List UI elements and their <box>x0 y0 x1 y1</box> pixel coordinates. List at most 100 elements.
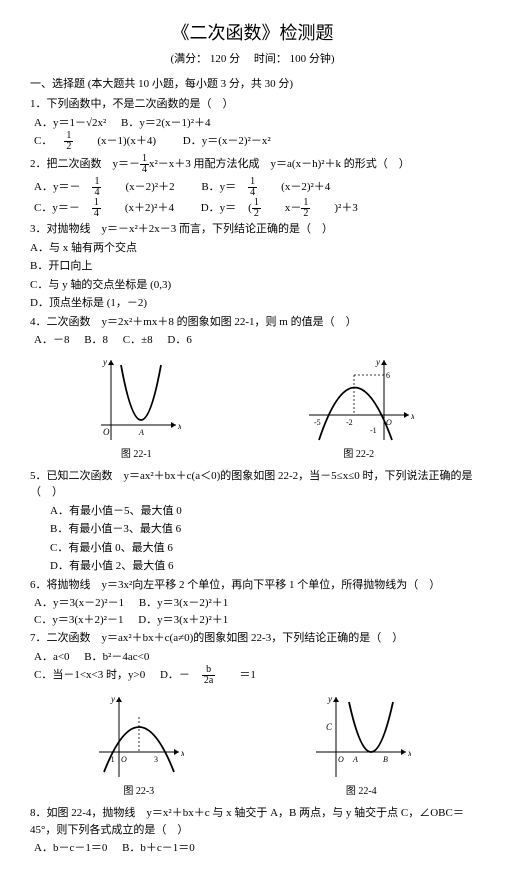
fd: 2a <box>202 676 215 686</box>
fig2-label: 图 22-2 <box>304 447 414 462</box>
q2-opt-b: B．y＝14(x－2)²＋4 <box>201 181 342 193</box>
question-5: 5．已知二次函数 y＝ax²＋bx＋c(a＜0)的图象如图 22-2，当－5≤x… <box>30 468 475 501</box>
svg-text:O: O <box>338 755 344 764</box>
frac-half2: 12 <box>252 198 273 219</box>
fig3-label: 图 22-3 <box>94 784 184 799</box>
q1-opt-b: B．y＝2(x－1)²＋4 <box>121 117 210 129</box>
svg-text:-1: -1 <box>108 755 115 764</box>
q1-opt-d: D．y＝(x－2)²－x² <box>183 135 271 147</box>
svg-text:y: y <box>327 694 332 704</box>
q7-opt-c: C．当－1<x<3 时，y>0 <box>34 669 145 681</box>
graph-1-svg: x y O A <box>91 355 181 445</box>
q5-opt-c: C．有最小值 0、最大值 6 <box>50 540 475 557</box>
q2b-pre: B．y＝ <box>201 181 236 193</box>
q5-opt-b: B．有最小值－3、最大值 6 <box>50 521 475 538</box>
svg-text:A: A <box>352 755 358 764</box>
q1-opt-c: C．12(x－1)(x＋4) <box>34 135 171 147</box>
subtitle: (满分： 120 分 时间： 100 分钟) <box>30 51 475 68</box>
svg-text:y: y <box>375 357 380 367</box>
question-1: 1．下列函数中，不是二次函数的是（ ） <box>30 96 475 113</box>
svg-text:O: O <box>386 418 392 427</box>
svg-text:x: x <box>407 748 411 758</box>
q2-opt-c: C．y＝－14(x＋2)²＋4 <box>34 202 189 214</box>
q3-opt-c: C．与 y 轴的交点坐标是 (0,3) <box>30 277 475 294</box>
q3-opt-d: D．顶点坐标是 (1，－2) <box>30 295 475 312</box>
svg-text:O: O <box>121 755 127 764</box>
q3-opt-b: B．开口向上 <box>30 258 475 275</box>
svg-text:6: 6 <box>386 371 390 380</box>
q8-opt-b: B．b＋c－1＝0 <box>122 842 195 854</box>
frac-quarter: 14 <box>140 154 149 175</box>
q7-options: A．a<0 B．b²－4ac<0 <box>34 649 475 666</box>
q2b-post: (x－2)²＋4 <box>281 181 330 193</box>
svg-text:C: C <box>326 722 333 732</box>
q7-opt-b: B．b²－4ac<0 <box>84 651 149 663</box>
figure-22-2: x y 6 -5 -2 O -1 图 22-2 <box>304 355 414 462</box>
svg-text:y: y <box>110 694 115 704</box>
q6-opt-b: B．y＝3(x－2)²＋1 <box>139 597 228 609</box>
q1-options-2: C．12(x－1)(x＋4) D．y＝(x－2)²－x² <box>34 131 475 152</box>
q4-opt-a: A．－8 <box>34 334 69 346</box>
q2-options-2: C．y＝－14(x＋2)²＋4 D．y＝(12x－12)²＋3 <box>34 198 475 219</box>
q2d-post: ＋3 <box>341 202 358 214</box>
q2-opt-a: A．y＝－14(x－2)²＋2 <box>34 181 189 193</box>
svg-text:-2: -2 <box>346 418 353 427</box>
svg-text:y: y <box>102 357 107 367</box>
q2c-pre: C．y＝－ <box>34 202 80 214</box>
svg-text:x: x <box>410 411 414 421</box>
q8-opt-a: A．b－c－1＝0 <box>34 842 107 854</box>
q6-opt-a: A．y＝3(x－2)²－1 <box>34 597 124 609</box>
frac-q: 14 <box>248 177 269 198</box>
frac-half: 12 <box>64 131 85 152</box>
svg-text:-1: -1 <box>370 426 377 435</box>
svg-text:-5: -5 <box>314 418 321 427</box>
frac-q: 14 <box>92 198 113 219</box>
q4-opt-c: C．±8 <box>123 334 153 346</box>
score-unit: 分 <box>229 53 240 65</box>
time: 100 <box>290 53 307 65</box>
graph-4-svg: x y C A B O <box>311 692 411 782</box>
q1c-expr: (x－1)(x＋4) <box>97 135 156 147</box>
q2-opt-d: D．y＝(12x－12)²＋3 <box>201 202 370 214</box>
q7d-pre: D．－ <box>160 669 190 681</box>
fd: 2 <box>252 209 261 219</box>
figure-22-4: x y C A B O 图 22-4 <box>311 692 411 799</box>
q1-opt-a: A．y＝1－√2x² <box>34 117 106 129</box>
question-8: 8．如图 22-4，抛物线 y＝x²＋bx＋c 与 x 轴交于 A，B 两点，与… <box>30 805 475 838</box>
q5-opt-a: A．有最小值－5、最大值 0 <box>50 503 475 520</box>
graph-3-svg: x y -1 3 O <box>94 692 184 782</box>
fig4-label: 图 22-4 <box>311 784 411 799</box>
sub-prefix: (满分： <box>170 53 207 65</box>
question-6: 6．将抛物线 y＝3x²向左平移 2 个单位，再向下平移 1 个单位，所得抛物线… <box>30 577 475 594</box>
frac-b2a: b2a <box>202 665 227 686</box>
q2-mid: x²－x＋3 用配方法化成 y＝a(x－h)²＋k 的形式（ ） <box>149 158 410 170</box>
q4-opt-d: D．6 <box>167 334 191 346</box>
q6-opt-d: D．y＝3(x＋2)²＋1 <box>138 614 228 626</box>
frac-d: 2 <box>64 142 73 152</box>
q7d-post: ＝1 <box>239 669 256 681</box>
q1-options: A．y＝1－√2x² B．y＝2(x－1)²＋4 <box>34 115 475 132</box>
q2a-post: (x－2)²＋2 <box>125 181 174 193</box>
time-label: 时间： <box>254 53 287 65</box>
q2c-post: (x＋2)²＋4 <box>125 202 174 214</box>
q2-pre: 2．把二次函数 y＝－ <box>30 158 140 170</box>
question-3: 3．对抛物线 y＝－x²＋2x－3 而言，下列结论正确的是（ ） <box>30 221 475 238</box>
q4-options: A．－8 B．8 C．±8 D．6 <box>34 332 475 349</box>
svg-text:O: O <box>103 427 110 437</box>
fig1-label: 图 22-1 <box>91 447 181 462</box>
q6-options: A．y＝3(x－2)²－1 B．y＝3(x－2)²＋1 <box>34 595 475 612</box>
frac-half3: 12 <box>301 198 322 219</box>
time-unit: 分钟) <box>309 53 335 65</box>
q6-options-2: C．y＝3(x＋2)²－1 D．y＝3(x＋2)²＋1 <box>34 612 475 629</box>
fd: 4 <box>92 209 101 219</box>
page-title: 《二次函数》检测题 <box>30 20 475 47</box>
q7-options-2: C．当－1<x<3 时，y>0 D．－b2a＝1 <box>34 665 475 686</box>
question-7: 7．二次函数 y＝ax²＋bx＋c(a≠0)的图象如图 22-3，下列结论正确的… <box>30 630 475 647</box>
q1c-pre: C． <box>34 135 52 147</box>
frac-d: 4 <box>140 165 149 175</box>
section-1-heading: 一、选择题 (本大题共 10 小题，每小题 3 分，共 30 分) <box>30 76 475 93</box>
graphs-row-1: x y O A 图 22-1 x y 6 -5 -2 O -1 图 22-2 <box>30 355 475 462</box>
graphs-row-2: x y -1 3 O 图 22-3 x y C A B O 图 22-4 <box>30 692 475 799</box>
q7-opt-d: D．－b2a＝1 <box>160 669 268 681</box>
question-4: 4．二次函数 y＝2x²＋mx＋8 的图象如图 22-1，则 m 的值是（ ） <box>30 314 475 331</box>
